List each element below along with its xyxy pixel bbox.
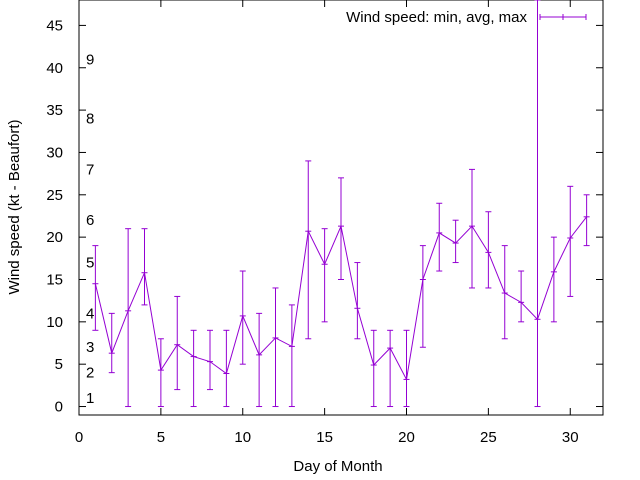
error-bar-day-22 (436, 202, 443, 272)
legend: Wind speed: min, avg, max (346, 9, 587, 26)
beaufort-label: 3 (86, 339, 94, 356)
y-tick-label: 35 (46, 102, 63, 119)
x-tick-label: 10 (234, 429, 251, 446)
y-tick-label: 0 (55, 399, 63, 416)
error-bar-day-10 (239, 270, 246, 365)
y-tick-label: 10 (46, 314, 63, 331)
error-bar-day-25 (485, 211, 492, 289)
y-tick-label: 40 (46, 60, 63, 77)
error-bar-day-5 (157, 338, 164, 408)
error-bar-day-29 (550, 236, 557, 323)
error-bar-day-21 (419, 245, 426, 348)
beaufort-label: 7 (86, 161, 94, 178)
error-bar-day-19 (387, 329, 394, 408)
error-bar-day-2 (108, 312, 115, 374)
error-bar-day-23 (452, 219, 459, 264)
x-tick-label: 0 (75, 429, 83, 446)
y-tick-label: 15 (46, 271, 63, 288)
error-bar-day-30 (567, 185, 574, 297)
error-bar-day-1 (92, 245, 99, 331)
y-tick-label: 30 (46, 144, 63, 161)
error-bar-day-18 (370, 329, 377, 408)
error-bar-day-11 (256, 312, 263, 408)
error-bar-day-24 (469, 168, 475, 289)
error-bar-day-26 (501, 245, 508, 340)
x-axis-label: Day of Month (293, 458, 382, 475)
y-tick-label: 5 (55, 356, 63, 373)
plot-frame (78, 0, 604, 416)
error-bar-day-28 (534, 0, 541, 408)
error-bar-day-17 (354, 262, 361, 340)
x-tick-label: 30 (562, 429, 579, 446)
x-tick-label: 20 (398, 429, 415, 446)
y-tick-label: 45 (46, 17, 63, 34)
legend-label: Wind speed: min, avg, max (346, 9, 527, 26)
x-tick-label: 5 (157, 429, 165, 446)
x-tick-label: 25 (480, 429, 497, 446)
error-bar-day-27 (518, 270, 525, 323)
y-axis-label: Wind speed (kt - Beaufort) (6, 119, 23, 294)
beaufort-label: 1 (86, 390, 94, 407)
error-bar-day-4 (141, 228, 148, 306)
data-series (92, 0, 590, 408)
x-tick-label: 15 (316, 429, 333, 446)
error-bar-day-13 (288, 304, 295, 408)
y-tick-label: 20 (46, 229, 63, 246)
beaufort-label: 9 (86, 51, 94, 68)
beaufort-label: 5 (86, 255, 94, 272)
error-bar-day-20 (403, 329, 410, 408)
error-bar-day-3 (125, 228, 132, 408)
error-bar-day-6 (174, 295, 181, 391)
beaufort-label: 6 (86, 212, 94, 229)
error-bar-day-8 (207, 329, 213, 391)
error-bar-day-12 (272, 287, 279, 408)
error-bar-day-9 (223, 329, 230, 408)
error-bar-day-31 (583, 194, 590, 247)
error-bar-day-14 (305, 160, 312, 340)
error-bar-day-7 (190, 329, 197, 408)
error-bar-day-15 (321, 228, 328, 323)
error-bar-day-16 (338, 177, 344, 280)
beaufort-label: 4 (86, 305, 94, 322)
beaufort-label: 2 (86, 365, 94, 382)
beaufort-label: 8 (86, 111, 94, 128)
y-tick-label: 25 (46, 187, 63, 204)
